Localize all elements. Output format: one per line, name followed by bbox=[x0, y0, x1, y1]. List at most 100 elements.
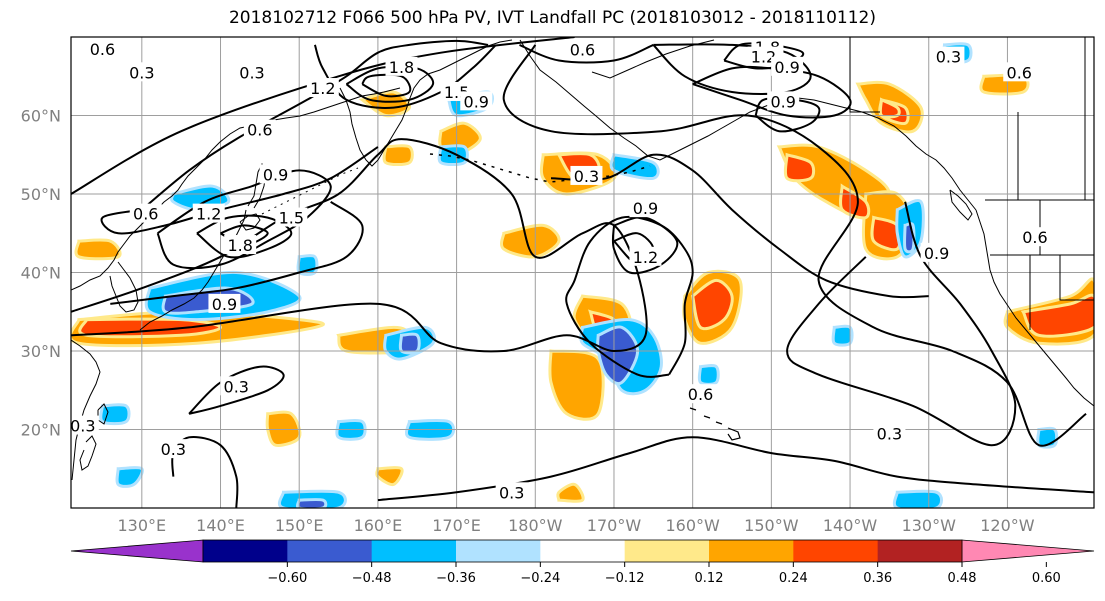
longitude-tick-label: 140°W bbox=[823, 516, 878, 535]
contour-label-background bbox=[275, 207, 308, 227]
contour-label: 0.6 bbox=[688, 385, 713, 404]
contour-label: 1.8 bbox=[227, 236, 252, 255]
longitude-tick-label: 170°E bbox=[432, 516, 481, 535]
contour-label-background bbox=[259, 164, 292, 184]
contour-label: 0.3 bbox=[239, 63, 264, 82]
pv-patch bbox=[697, 364, 720, 386]
colorbar-segment bbox=[203, 540, 288, 562]
pv-patch bbox=[74, 238, 122, 261]
longitude-tick-label: 150°E bbox=[275, 516, 324, 535]
contour-label: 0.3 bbox=[936, 48, 961, 67]
pv-contour-line bbox=[156, 169, 332, 270]
contour-label: 0.6 bbox=[90, 40, 115, 59]
contour-label-background bbox=[629, 198, 662, 218]
contour-label: 0.9 bbox=[212, 295, 237, 314]
contour-label-background bbox=[684, 384, 717, 404]
latitude-tick-label: 30°N bbox=[21, 342, 61, 361]
pv-patch bbox=[556, 482, 585, 503]
contour-label-background bbox=[66, 415, 99, 435]
contour-label: 0.6 bbox=[1022, 228, 1047, 247]
colorbar-tick-label: 0.12 bbox=[695, 571, 724, 586]
contour-label-background bbox=[192, 203, 225, 223]
colorbar: −0.60 −0.48 −0.36 −0.24 −0.12 0.12 0.24 0.36 0.4… bbox=[70, 539, 1095, 586]
latitude-ticks: 60°N 50°N 40°N 30°N 20°N bbox=[21, 107, 61, 440]
pv-patch bbox=[609, 152, 660, 180]
colorbar-segment bbox=[287, 540, 373, 562]
contour-label-background bbox=[1003, 62, 1036, 82]
pv-contour-layer bbox=[71, 37, 1094, 508]
contour-label: 0.9 bbox=[770, 92, 795, 111]
contour-label: 1.5 bbox=[279, 209, 304, 228]
pv-patch bbox=[903, 222, 916, 254]
pv-patch bbox=[398, 332, 421, 355]
contour-label: 0.6 bbox=[133, 205, 158, 224]
colorbar-segment bbox=[624, 540, 710, 562]
coastline-alaska-interior bbox=[591, 39, 715, 79]
pv-contour-line bbox=[196, 214, 293, 259]
contour-label: 0.3 bbox=[70, 417, 95, 436]
colorbar-segment bbox=[793, 540, 879, 562]
longitude-tick-label: 160°W bbox=[665, 516, 720, 535]
colorbar-segment bbox=[877, 540, 963, 562]
pv-contour-line bbox=[141, 39, 489, 211]
contour-label: 0.9 bbox=[633, 199, 658, 218]
coastline-japan bbox=[139, 209, 247, 331]
colorbar-tick-label: −0.48 bbox=[352, 571, 392, 586]
contour-label-background bbox=[306, 78, 339, 98]
contour-label-background bbox=[1018, 227, 1051, 247]
contour-label-background bbox=[208, 293, 241, 313]
pv-contour-line bbox=[345, 65, 435, 103]
contour-label: 0.6 bbox=[570, 41, 595, 60]
coastline-sakhalin bbox=[247, 162, 267, 209]
colorbar-extend-low bbox=[70, 539, 204, 563]
contour-label: 1.2 bbox=[196, 205, 221, 224]
pv-contour-line bbox=[502, 44, 1087, 447]
contour-label-background bbox=[235, 62, 268, 82]
colorbar-tick-label: 0.48 bbox=[948, 571, 977, 586]
colorbar-segment bbox=[540, 540, 626, 562]
contour-label: 0.6 bbox=[247, 121, 272, 140]
longitude-tick-label: 140°E bbox=[196, 516, 245, 535]
pv-patch bbox=[690, 278, 734, 331]
pv-patch bbox=[265, 410, 302, 447]
colorbar-tick-label: 0.60 bbox=[1032, 571, 1061, 586]
coastline-korea bbox=[109, 261, 139, 313]
contour-label: 0.9 bbox=[263, 165, 288, 184]
coastline-north-america-west bbox=[975, 209, 1094, 407]
pv-contour-line bbox=[519, 43, 654, 64]
pv-shading-layer bbox=[71, 42, 1094, 508]
contour-label-background bbox=[570, 165, 603, 185]
colorbar-tick-label: 0.24 bbox=[779, 571, 808, 586]
longitude-tick-label: 120°W bbox=[980, 516, 1035, 535]
contour-label: 1.8 bbox=[389, 58, 414, 77]
contour-label: 0.3 bbox=[499, 483, 524, 502]
colorbar-extend-high bbox=[961, 539, 1095, 563]
contour-label-background bbox=[873, 423, 906, 443]
contour-label-background bbox=[771, 56, 804, 76]
contour-label: 0.9 bbox=[464, 92, 489, 111]
latitude-tick-label: 20°N bbox=[21, 421, 61, 440]
pv-patch bbox=[892, 489, 944, 508]
latitude-tick-label: 60°N bbox=[21, 107, 61, 126]
pv-patch bbox=[382, 144, 414, 167]
contour-label-background bbox=[243, 119, 276, 139]
contour-label: 0.9 bbox=[924, 244, 949, 263]
longitude-tick-label: 160°E bbox=[354, 516, 403, 535]
colorbar-tick-label: 0.36 bbox=[863, 571, 892, 586]
border-us-states bbox=[990, 254, 1094, 330]
colorbar-segment bbox=[371, 540, 457, 562]
coastline-philippines bbox=[79, 435, 97, 471]
border-alaska-canada bbox=[849, 37, 880, 113]
colorbar-segment bbox=[709, 540, 794, 562]
pv-patch bbox=[500, 223, 561, 259]
contour-label-background bbox=[220, 376, 253, 396]
pv-contour-line bbox=[652, 43, 812, 95]
coastline-kamchatka bbox=[339, 39, 513, 167]
longitude-tick-label: 130°W bbox=[902, 516, 957, 535]
contour-label: 1.2 bbox=[751, 48, 776, 67]
contour-label-background bbox=[129, 203, 162, 223]
pv-contour-line bbox=[550, 153, 929, 299]
pv-patch bbox=[548, 349, 605, 421]
contour-label: 0.6 bbox=[1007, 63, 1032, 82]
contour-label-background bbox=[495, 482, 528, 502]
